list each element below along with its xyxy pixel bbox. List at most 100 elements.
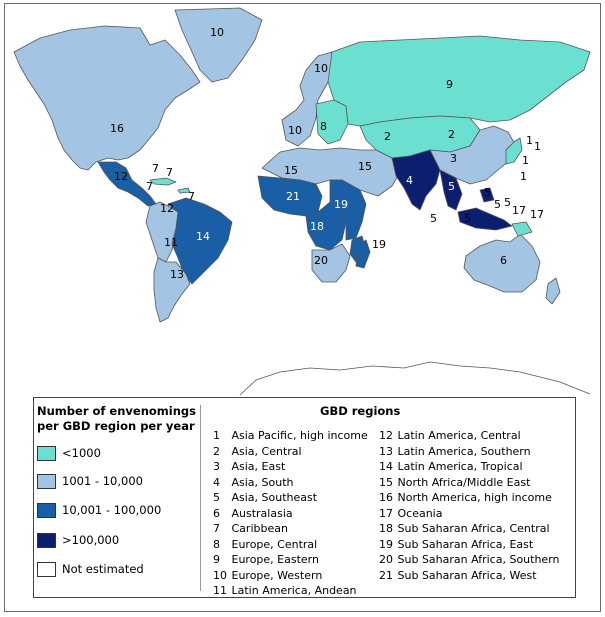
region-number: 17 xyxy=(379,506,393,520)
region-entry: 15 North Africa/Middle East xyxy=(379,476,530,489)
label-oceania-a: 17 xyxy=(512,204,526,217)
label-southeast-asia-c: 5 xyxy=(446,222,453,235)
region-number: 10 xyxy=(213,568,227,582)
region-number: 9 xyxy=(213,553,220,566)
region-number: 7 xyxy=(213,522,220,535)
label-south-asia: 4 xyxy=(406,174,413,187)
region-name: Asia, Southeast xyxy=(228,491,318,504)
region-number: 12 xyxy=(379,429,393,442)
label-asia-pacific-c: 1 xyxy=(522,154,529,167)
region-name: Oceania xyxy=(394,506,443,520)
region-entry: 10 Europe, Western xyxy=(213,569,322,582)
region-number: 18 xyxy=(379,522,393,535)
label-central-america-south: 12 xyxy=(160,202,174,215)
legend-swatch-not-estimated xyxy=(37,562,56,577)
label-caribbean-d: 7 xyxy=(188,190,195,203)
map-region-madagascar xyxy=(355,239,371,269)
region-number: 19 xyxy=(379,537,393,551)
region-entry: 7 Caribbean xyxy=(213,522,288,535)
legend-title: Number of envenomings per GBD region per… xyxy=(37,404,196,433)
legend-panel xyxy=(33,397,576,598)
region-entry: 1 Asia Pacific, high income xyxy=(213,429,368,442)
regions-title: GBD regions xyxy=(320,404,401,418)
label-north-america: 16 xyxy=(110,122,124,135)
region-number: 6 xyxy=(213,506,220,520)
legend-label-10001-100000: 10,001 - 100,000 xyxy=(62,503,162,517)
label-asia-pacific-d: 1 xyxy=(520,170,527,183)
label-eastern-europe: 9 xyxy=(446,78,453,91)
label-southeast-asia-a: 5 xyxy=(484,186,491,199)
label-southeast-asia-e: 5 xyxy=(494,198,501,211)
map-region-caribbean xyxy=(149,177,191,194)
region-name: Asia Pacific, high income xyxy=(228,429,368,442)
region-name: Sub Saharan Africa, West xyxy=(394,568,537,582)
map-region-oceania xyxy=(511,221,533,237)
label-caribbean-a: 7 xyxy=(152,162,159,175)
region-number: 13 xyxy=(379,444,393,458)
map-region-southern-cone xyxy=(153,257,191,323)
label-greenland: 10 xyxy=(210,26,224,39)
region-number: 3 xyxy=(213,460,220,473)
label-scandinavia: 10 xyxy=(314,62,328,75)
label-caribbean-b: 7 xyxy=(166,166,173,179)
label-oceania-b: 17 xyxy=(530,208,544,221)
region-number: 1 xyxy=(213,429,220,442)
region-name: Latin America, Central xyxy=(394,429,521,442)
region-entry: 13 Latin America, Southern xyxy=(379,445,531,458)
label-southeast-asia-mainland: 5 xyxy=(448,180,455,193)
region-name: Caribbean xyxy=(228,522,288,535)
label-central-america: 12 xyxy=(114,170,128,183)
map-region-greenland xyxy=(174,7,263,83)
region-entry: 20 Sub Saharan Africa, Southern xyxy=(379,553,560,566)
label-central-asia-west: 2 xyxy=(384,130,391,143)
region-number: 14 xyxy=(379,460,393,473)
label-asia-pacific-a: 1 xyxy=(526,134,533,147)
region-number: 5 xyxy=(213,491,220,504)
region-entry: 21 Sub Saharan Africa, West xyxy=(379,569,537,582)
label-madagascar: 19 xyxy=(372,238,386,251)
region-entry: 6 Australasia xyxy=(213,507,293,520)
map-region-south-asia xyxy=(391,149,441,211)
region-number: 8 xyxy=(213,537,220,551)
region-name: Asia, South xyxy=(228,475,294,489)
legend-swatch-gt100000 xyxy=(37,533,56,548)
region-name: Latin America, Andean xyxy=(228,584,357,597)
map-region-australasia xyxy=(463,233,561,305)
label-caribbean-c: 7 xyxy=(146,180,153,193)
label-southern-cone: 13 xyxy=(170,268,184,281)
region-entry: 16 North America, high income xyxy=(379,491,552,504)
region-name: Latin America, Tropical xyxy=(394,460,523,473)
map-region-brazil xyxy=(167,197,233,285)
label-middle-east: 15 xyxy=(358,160,372,173)
map-region-central-africa xyxy=(305,201,347,251)
label-east-africa: 19 xyxy=(334,198,348,211)
region-entry: 4 Asia, South xyxy=(213,476,294,489)
region-entry: 17 Oceania xyxy=(379,507,442,520)
map-region-north-america xyxy=(13,25,201,171)
region-number: 21 xyxy=(379,568,393,582)
label-brazil: 14 xyxy=(196,230,210,243)
region-number: 11 xyxy=(213,584,227,597)
label-southern-africa: 20 xyxy=(314,254,328,267)
label-australia: 6 xyxy=(500,254,507,267)
label-east-asia: 3 xyxy=(450,152,457,165)
label-asia-pacific-b: 1 xyxy=(534,140,541,153)
legend-label-1001-10000: 1001 - 10,000 xyxy=(62,474,143,488)
region-name: Asia, East xyxy=(228,460,286,473)
legend-label-gt100000: >100,000 xyxy=(62,533,120,547)
legend-swatch-10001-100000 xyxy=(37,503,56,518)
map-region-andean xyxy=(145,201,179,263)
region-entry: 12 Latin America, Central xyxy=(379,429,521,442)
region-number: 15 xyxy=(379,475,393,489)
legend-label-lt1000: <1000 xyxy=(62,446,101,460)
region-entry: 5 Asia, Southeast xyxy=(213,491,317,504)
label-southeast-asia-b: 5 xyxy=(430,212,437,225)
region-number: 16 xyxy=(379,491,393,504)
region-name: Latin America, Southern xyxy=(394,444,531,458)
region-number: 4 xyxy=(213,475,220,489)
map-region-southeast-asia xyxy=(439,169,513,231)
map-region-japan-korea xyxy=(505,137,523,165)
region-name: Europe, Eastern xyxy=(228,553,319,566)
label-west-africa: 21 xyxy=(286,190,300,203)
